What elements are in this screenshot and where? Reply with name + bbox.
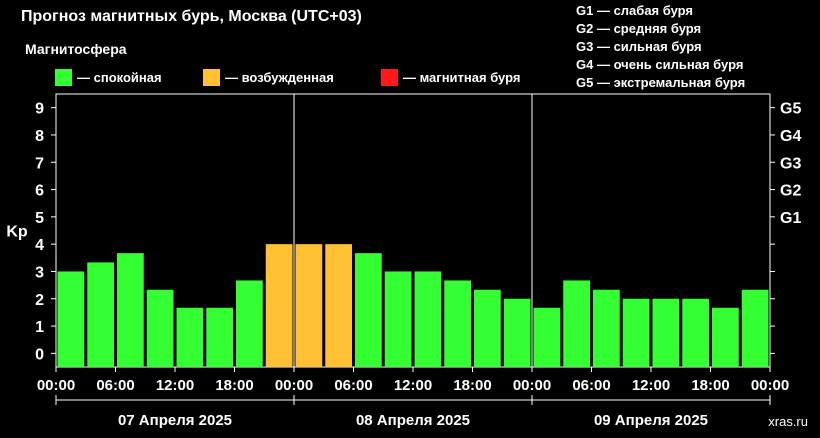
legend-swatch-storm <box>381 68 398 86</box>
storm-scale-g2: G2 — средняя буря <box>576 21 702 36</box>
kp-bar <box>355 253 382 367</box>
x-tick-label: 06:00 <box>334 377 372 394</box>
y-tick-label: 6 <box>35 183 44 200</box>
kp-bar <box>444 280 471 367</box>
storm-level-label: G5 <box>780 101 801 118</box>
kp-bar <box>117 253 144 367</box>
kp-bar <box>712 307 739 367</box>
day-label: 09 Апреля 2025 <box>594 412 708 429</box>
kp-bar <box>652 298 680 367</box>
day-label: 08 Апреля 2025 <box>356 412 470 429</box>
y-tick-label: 8 <box>35 128 44 145</box>
kp-bar <box>563 280 590 367</box>
legend-title: Магнитосфера <box>25 41 127 57</box>
kp-bar <box>593 289 620 367</box>
x-tick-label: 06:00 <box>572 377 610 394</box>
legend-label-active: — возбужденная <box>225 69 334 85</box>
chart-title: Прогноз магнитных бурь, Москва (UTC+03) <box>21 8 362 25</box>
kp-bar <box>503 298 531 367</box>
y-tick-label: 9 <box>35 101 44 118</box>
kp-bar <box>325 244 352 367</box>
kp-bar <box>87 262 114 367</box>
x-tick-label: 06:00 <box>96 377 134 394</box>
storm-level-label: G4 <box>780 128 801 145</box>
x-tick-label: 00:00 <box>751 377 789 394</box>
kp-bar <box>57 271 85 367</box>
storm-scale-g3: G3 — сильная буря <box>576 39 702 54</box>
y-tick-label: 7 <box>35 155 44 172</box>
x-tick-label: 12:00 <box>632 377 670 394</box>
storm-scale-g4: G4 — очень сильная буря <box>576 57 744 72</box>
legend-item-quiet: — спокойная <box>55 68 162 86</box>
watermark: xras.ru <box>768 414 808 429</box>
y-tick-label: 3 <box>35 264 44 281</box>
kp-bar <box>622 298 650 367</box>
kp-bar <box>265 244 293 367</box>
kp-bar <box>682 298 709 367</box>
y-tick-label: 2 <box>35 292 44 309</box>
kp-bar <box>236 280 263 367</box>
y-tick-label: 1 <box>35 319 44 336</box>
storm-scale-g5: G5 — экстремальная буря <box>576 75 746 90</box>
storm-scale-g1: G1 — слабая буря <box>576 3 694 18</box>
x-tick-label: 12:00 <box>394 377 432 394</box>
legend-item-storm: — магнитная буря <box>381 68 520 86</box>
kp-bar <box>295 244 323 367</box>
y-tick-label: 5 <box>35 210 44 227</box>
storm-level-label: G2 <box>780 183 801 200</box>
x-tick-label: 00:00 <box>37 377 75 394</box>
kp-bar <box>741 289 769 367</box>
kp-bar <box>206 307 233 367</box>
storm-level-label: G1 <box>780 210 801 227</box>
kp-bar <box>176 307 204 367</box>
legend-swatch-active <box>203 68 220 86</box>
y-tick-label: 0 <box>35 346 44 363</box>
x-tick-label: 00:00 <box>513 377 551 394</box>
x-tick-label: 18:00 <box>215 377 253 394</box>
x-tick-label: 18:00 <box>453 377 491 394</box>
kp-bar <box>533 307 561 367</box>
kp-bar <box>474 289 501 367</box>
x-tick-label: 18:00 <box>691 377 729 394</box>
kp-bar <box>414 271 442 367</box>
y-tick-label: 4 <box>35 237 44 254</box>
day-label: 07 Апреля 2025 <box>118 412 232 429</box>
storm-scale-legend: G1 — слабая буря G2 — средняя буря G3 — … <box>576 2 745 92</box>
x-tick-label: 12:00 <box>156 377 194 394</box>
legend-item-active: — возбужденная <box>203 68 334 86</box>
kp-bar <box>146 289 174 367</box>
legend-label-quiet: — спокойная <box>77 69 162 85</box>
legend-swatch-quiet <box>55 68 72 86</box>
storm-level-label: G3 <box>780 155 801 172</box>
x-tick-label: 00:00 <box>275 377 313 394</box>
legend-label-storm: — магнитная буря <box>403 69 521 85</box>
y-axis-label: Kp <box>6 224 28 241</box>
kp-bar <box>384 271 412 367</box>
